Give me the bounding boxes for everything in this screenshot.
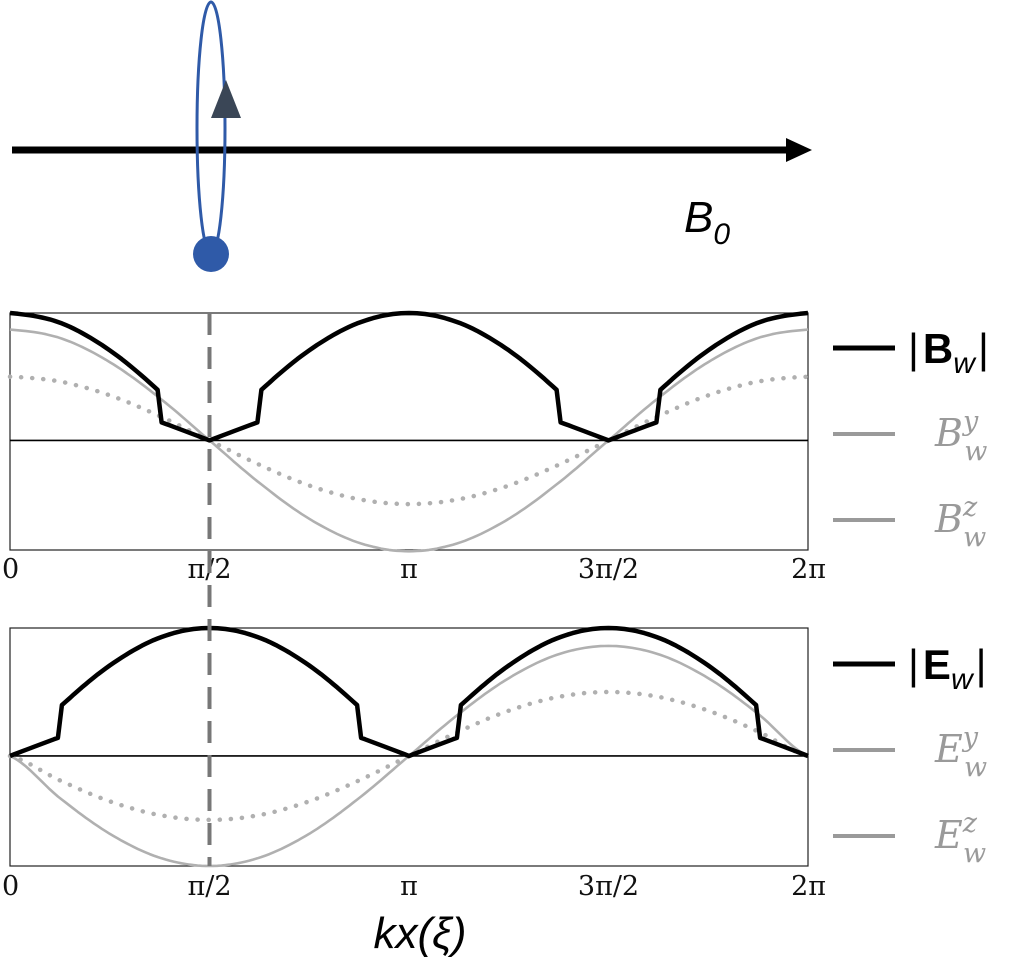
field-arrow-head (786, 138, 812, 162)
plot-frame (9, 312, 809, 551)
electric-legend: |Ew| Ey w Ez w (833, 641, 987, 869)
legend-label: |Bw| (908, 325, 989, 380)
legend-label: Bz w (934, 492, 986, 553)
x-axis-label: kx(ξ) (374, 909, 467, 958)
orbit-direction-arrowhead (211, 80, 241, 118)
legend-label: Ez w (934, 808, 986, 869)
x-tick-label: 2π (791, 871, 826, 902)
field-diagram: B0 (12, 0, 812, 272)
legend-item: Bz w (833, 492, 986, 553)
particle-dot (193, 236, 229, 272)
legend-label: |Ew| (908, 641, 987, 696)
field-label: B0 (684, 193, 730, 251)
legend-item: By w (833, 406, 987, 467)
magnetic-legend: |Bw| By w Bz w (833, 325, 989, 553)
x-tick-label: π (400, 554, 418, 585)
electric-field-panel: 0 π/2 π 3π/2 2π (2, 625, 826, 902)
orbit-ellipse (195, 0, 227, 256)
x-tick-label: 2π (791, 554, 826, 585)
legend-label: By w (934, 406, 987, 467)
x-tick-label: 0 (2, 871, 19, 902)
x-tick-label: 0 (2, 554, 19, 585)
x-tick-label: 3π/2 (578, 871, 639, 902)
plot-frame (9, 627, 809, 867)
x-tick-label: π (400, 871, 418, 902)
series-z-component-line (7, 374, 811, 507)
legend-item: |Ew| (833, 641, 987, 696)
series-magnitude-line (9, 625, 809, 759)
legend-label: Ey w (934, 722, 987, 783)
series-y-component-line (9, 328, 809, 553)
legend-item: |Bw| (833, 325, 989, 380)
x-tick-label: 3π/2 (578, 554, 639, 585)
legend-item: Ez w (833, 808, 986, 869)
legend-item: Ey w (833, 722, 987, 783)
x-tick-label: π/2 (187, 871, 231, 902)
series-magnitude-line (9, 310, 809, 443)
